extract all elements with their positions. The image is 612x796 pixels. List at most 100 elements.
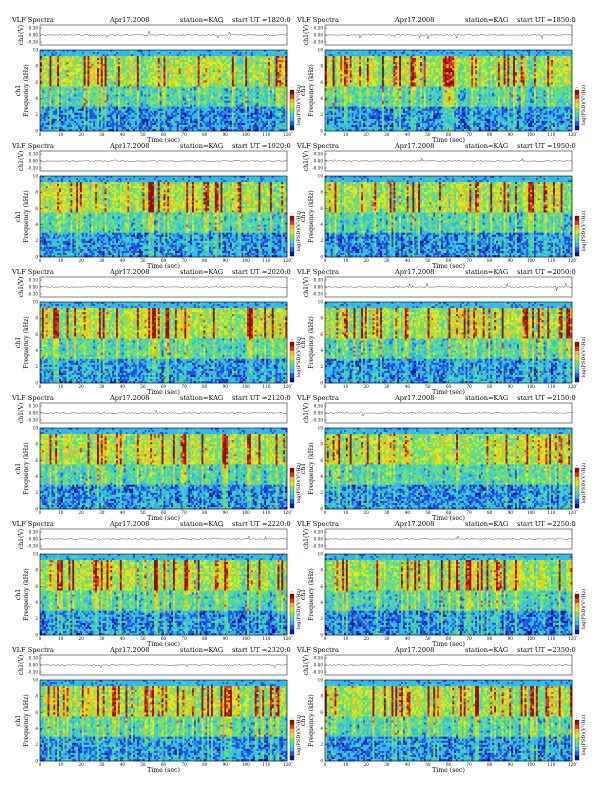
panel-station: station=KAG <box>180 520 223 528</box>
panel-date: Apr17.2008 <box>394 142 434 150</box>
colorbar-segment <box>290 117 294 122</box>
colorbar-label: log(PSD)(V²/Hz) <box>580 715 587 756</box>
x-tick-label: 110 <box>262 132 270 137</box>
panel-date: Apr17.2008 <box>394 646 434 654</box>
x-tick-label: 100 <box>527 132 535 137</box>
panel-title: VLF Spectra <box>11 142 54 150</box>
y-tick-label: 6 <box>320 458 323 463</box>
colorbar-segment <box>290 477 294 482</box>
colorbar-segment <box>575 225 579 230</box>
x-tick-label: 40 <box>405 762 411 767</box>
colorbar-segment <box>290 216 294 221</box>
x-tick-label: 30 <box>99 636 105 641</box>
channel-ylabel: ch1 <box>15 715 22 726</box>
x-tick-label: 80 <box>202 132 208 137</box>
x-tick-label: 40 <box>120 762 126 767</box>
x-tick-label: 10 <box>58 258 64 263</box>
colorbar-segment <box>290 355 294 360</box>
colorbar-segment <box>575 108 579 113</box>
colorbar-segment <box>290 481 294 486</box>
colorbar-segment <box>290 234 294 239</box>
x-tick-label: 110 <box>262 384 270 389</box>
colorbar-segment <box>290 598 294 603</box>
colorbar-segment <box>575 121 579 126</box>
panel-station: station=KAG <box>180 16 223 24</box>
colorbar-segment <box>290 747 294 752</box>
panel-date: Apr17.2008 <box>394 268 434 276</box>
colorbar-label: log(PSD)(V²/Hz) <box>580 589 587 630</box>
x-tick-label: 110 <box>547 636 555 641</box>
x-tick-label: 0 <box>39 132 42 137</box>
y-tick-label: 2 <box>35 616 38 621</box>
colorbar-segment <box>290 751 294 756</box>
waveform-tick-label: 0.30 <box>314 151 324 156</box>
colorbar-segment <box>290 112 294 117</box>
colorbar-segment <box>290 724 294 729</box>
colorbar-segment <box>290 99 294 104</box>
x-tick-label: 70 <box>181 762 187 767</box>
colorbar-tick-label: - <box>291 589 293 594</box>
time-xlabel: Time (sec) <box>147 389 180 396</box>
y-tick-label: 2 <box>35 364 38 369</box>
colorbar-segment <box>290 486 294 491</box>
y-tick-label: 6 <box>35 332 38 337</box>
waveform-tick-label: 0.00 <box>314 32 324 37</box>
panel-start-time: start UT =2150:0 <box>517 394 576 402</box>
x-tick-label: 90 <box>223 258 229 263</box>
waveform-tick-label: 0.00 <box>29 284 39 289</box>
y-tick-label: 6 <box>35 710 38 715</box>
colorbar-tick-label: - <box>576 634 578 639</box>
panel-start-time: start UT =2020:0 <box>232 268 291 276</box>
colorbar-segment <box>575 216 579 221</box>
colorbar-label: log(PSD)(V²/Hz) <box>580 463 587 504</box>
x-tick-label: 100 <box>242 636 250 641</box>
waveform-ylabel: ch1(V) <box>303 655 310 676</box>
panel-title: VLF Spectra <box>11 268 54 276</box>
colorbar-segment <box>290 594 294 599</box>
x-tick-label: 80 <box>202 510 208 515</box>
frequency-ylabel: Frequency (kHz) <box>23 64 30 117</box>
spectrogram-cells <box>40 680 287 761</box>
x-tick-label: 0 <box>324 762 327 767</box>
frequency-ylabel: Frequency (kHz) <box>308 694 315 747</box>
y-tick-label: 4 <box>320 600 323 605</box>
panel-title: VLF Spectra <box>296 142 339 150</box>
x-tick-label: 110 <box>262 636 270 641</box>
colorbar-segment <box>290 616 294 621</box>
y-tick-label: 4 <box>35 726 38 731</box>
colorbar-segment <box>575 616 579 621</box>
colorbar-segment <box>290 499 294 504</box>
colorbar-segment <box>575 621 579 626</box>
x-tick-label: 0 <box>324 636 327 641</box>
x-tick-label: 30 <box>384 762 390 767</box>
colorbar-segment <box>575 495 579 500</box>
x-tick-label: 70 <box>181 510 187 515</box>
colorbar-segment <box>575 481 579 486</box>
waveform-tick-label: -0.30 <box>27 417 38 422</box>
y-tick-label: 8 <box>320 694 323 699</box>
colorbar-segment <box>575 486 579 491</box>
panel-start-time: start UT =1920:0 <box>232 142 291 150</box>
panel-date: Apr17.2008 <box>109 16 149 24</box>
colorbar-tick-label: - <box>576 337 578 342</box>
colorbar-segment <box>575 117 579 122</box>
colorbar-segment <box>290 243 294 248</box>
colorbar-segment <box>575 490 579 495</box>
colorbar-tick-label: - <box>291 508 293 513</box>
x-tick-label: 30 <box>384 636 390 641</box>
x-tick-label: 20 <box>363 384 369 389</box>
colorbar-segment <box>290 472 294 477</box>
colorbar-segment <box>575 472 579 477</box>
colorbar-segment <box>575 742 579 747</box>
y-tick-label: 2 <box>320 616 323 621</box>
waveform-ylabel: ch1(V) <box>303 25 310 46</box>
frequency-ylabel: Frequency (kHz) <box>308 64 315 117</box>
waveform-ylabel: ch1(V) <box>303 403 310 424</box>
panel-date: Apr17.2008 <box>109 646 149 654</box>
spectrogram-cells <box>325 680 572 761</box>
